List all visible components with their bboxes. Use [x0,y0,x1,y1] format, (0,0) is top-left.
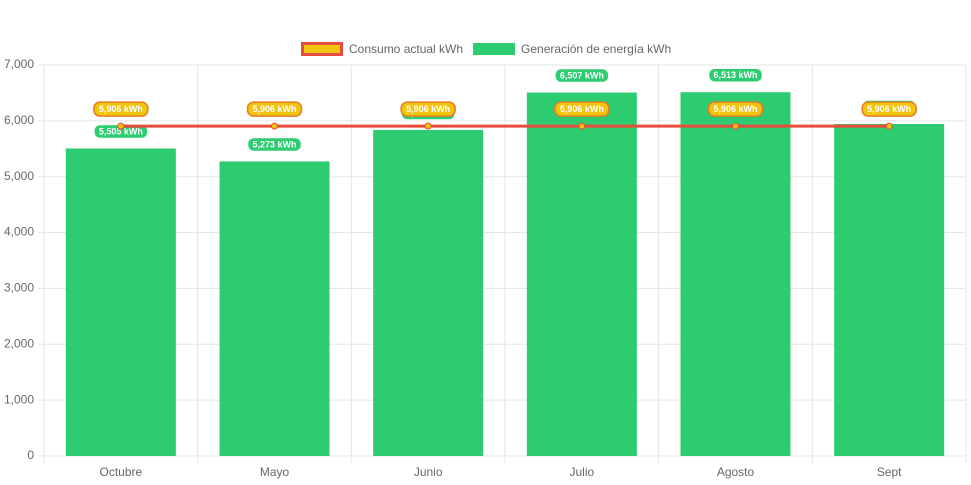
data-label-text: 5,906 kWh [99,104,143,114]
x-tick-label: Julio [569,465,594,479]
data-label-box [861,101,917,117]
data-label-text: 5,906 kWh [252,104,296,114]
data-label: 5,906 kWh [554,101,610,117]
data-label-text: 5,505 kWh [99,126,143,136]
data-label-text: 5,273 kWh [252,139,296,149]
bar [834,123,945,457]
x-tick-label: Sept [877,465,902,479]
data-label: 5,906 kWh [861,101,917,117]
y-tick-label: 3,000 [4,281,34,295]
data-label-box [554,101,610,117]
line-point [885,122,893,130]
legend-swatch [301,42,343,56]
bar [65,148,176,457]
data-label-text: 6,513 kWh [713,70,757,80]
data-label-box [246,101,303,117]
bar [680,92,791,457]
data-label-box [246,136,303,153]
data-label-box [707,67,764,83]
data-label: 6,513 kWh [707,67,764,83]
bar [219,161,330,457]
y-tick-label: 0 [27,448,34,462]
data-label: 5,906 kWh [707,101,764,117]
data-label-text: 5,906 kWh [713,104,757,114]
data-label: 5,906 kWh [400,101,456,117]
data-label-text: 5,906 kWh [560,104,604,114]
data-label: 5,906 kWh [93,101,149,117]
y-tick-label: 1,000 [4,392,34,406]
y-tick-label: 7,000 [4,57,34,71]
x-tick-label: Octubre [99,465,142,479]
y-tick-label: 5,000 [4,169,34,183]
data-label-text: 6,507 kWh [560,70,604,80]
bar [373,130,484,457]
legend-label: Generación de energía kWh [521,42,671,56]
data-label-text: 5,906 kWh [867,104,911,114]
x-tick-label: Mayo [260,465,290,479]
y-tick-label: 6,000 [4,113,34,127]
line-point [732,122,739,130]
x-tick-label: Agosto [717,465,755,479]
line-point [271,122,278,130]
y-tick-label: 4,000 [4,225,34,239]
legend-label: Consumo actual kWh [349,42,463,56]
legend: Consumo actual kWh Generación de energía … [301,42,671,56]
bar [526,92,637,457]
data-label-text: 5,906 kWh [406,104,450,114]
data-label-box [400,101,456,117]
data-label-box [93,101,149,117]
data-label-box [554,67,610,84]
line-point [117,122,125,130]
x-tick-label: Junio [414,465,443,479]
y-tick-label: 2,000 [4,336,34,350]
data-label: 5,273 kWh [246,136,303,153]
data-label-box [707,101,764,117]
line-point [424,122,432,130]
data-label: 5,906 kWh [246,101,303,117]
line-point [578,122,586,130]
legend-swatch [473,43,516,55]
data-label: 6,507 kWh [554,67,610,84]
